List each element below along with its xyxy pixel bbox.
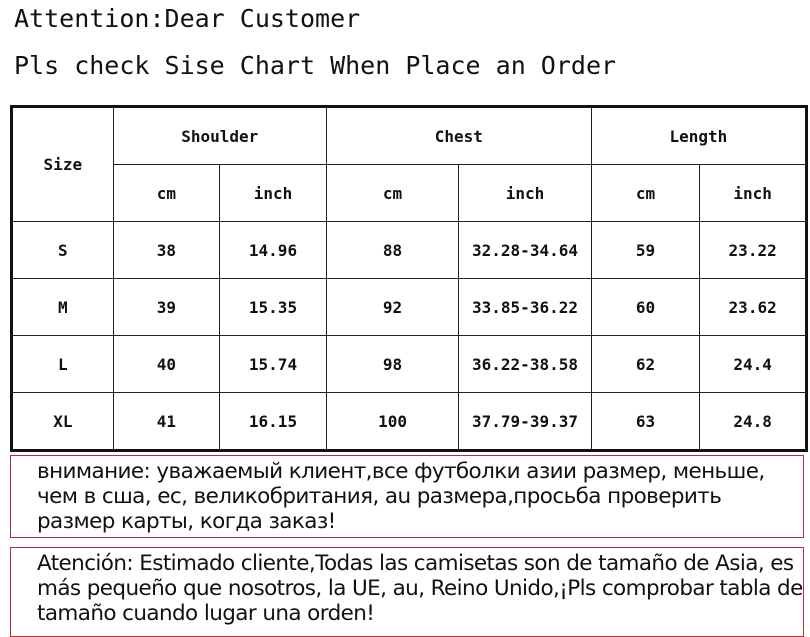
measurement-cell: 98 — [325, 335, 460, 393]
unit-header: inch — [699, 164, 807, 222]
measurement-cell: 15.35 — [219, 278, 327, 336]
size-cell: S — [11, 221, 114, 279]
measurement-cell: 88 — [325, 221, 460, 279]
unit-header: inch — [458, 164, 592, 222]
chest-header: Chest — [325, 106, 592, 165]
russian-notice: внимание: уважаемый клиент,все футболки … — [10, 455, 804, 538]
measurement-cell: 59 — [590, 221, 701, 279]
unit-header: cm — [590, 164, 701, 222]
length-header: Length — [590, 106, 808, 165]
measurement-cell: 14.96 — [219, 221, 327, 279]
measurement-cell: 23.62 — [699, 278, 807, 336]
measurement-cell: 40 — [112, 335, 221, 393]
measurement-cell: 36.22-38.58 — [458, 335, 592, 393]
shoulder-header: Shoulder — [112, 106, 327, 165]
measurement-cell: 63 — [590, 392, 701, 451]
measurement-cell: 41 — [112, 392, 221, 451]
measurement-cell: 62 — [590, 335, 701, 393]
measurement-cell: 39 — [112, 278, 221, 336]
size-cell: L — [11, 335, 114, 393]
attention-heading: Attention:Dear Customer — [14, 4, 361, 33]
table-row: L 40 15.74 98 36.22-38.58 62 24.4 — [11, 335, 807, 393]
measurement-cell: 24.8 — [699, 392, 807, 451]
size-chart-table: Size Shoulder Chest Length cm inch cm inch c… — [10, 105, 808, 452]
measurement-cell: 92 — [325, 278, 460, 336]
table-row: S 38 14.96 88 32.28-34.64 59 23.22 — [11, 221, 807, 279]
measurement-cell: 24.4 — [699, 335, 807, 393]
measurement-cell: 100 — [325, 392, 460, 451]
instruction-heading: Pls check Sise Chart When Place an Order — [14, 51, 617, 80]
measurement-cell: 37.79-39.37 — [458, 392, 592, 451]
measurement-cell: 32.28-34.64 — [458, 221, 592, 279]
table-row: XL 41 16.15 100 37.79-39.37 63 24.8 — [11, 392, 807, 451]
measurement-cell: 23.22 — [699, 221, 807, 279]
measurement-cell: 15.74 — [219, 335, 327, 393]
table-row: M 39 15.35 92 33.85-36.22 60 23.62 — [11, 278, 807, 336]
size-cell: M — [11, 278, 114, 336]
unit-header: inch — [219, 164, 327, 222]
measurement-cell: 33.85-36.22 — [458, 278, 592, 336]
measurement-cell: 60 — [590, 278, 701, 336]
measurement-cell: 38 — [112, 221, 221, 279]
spanish-notice: Atención: Estimado cliente,Todas las cam… — [10, 547, 804, 637]
size-header: Size — [11, 106, 114, 222]
size-cell: XL — [11, 392, 114, 451]
unit-header: cm — [325, 164, 460, 222]
unit-header: cm — [112, 164, 221, 222]
measurement-cell: 16.15 — [219, 392, 327, 451]
